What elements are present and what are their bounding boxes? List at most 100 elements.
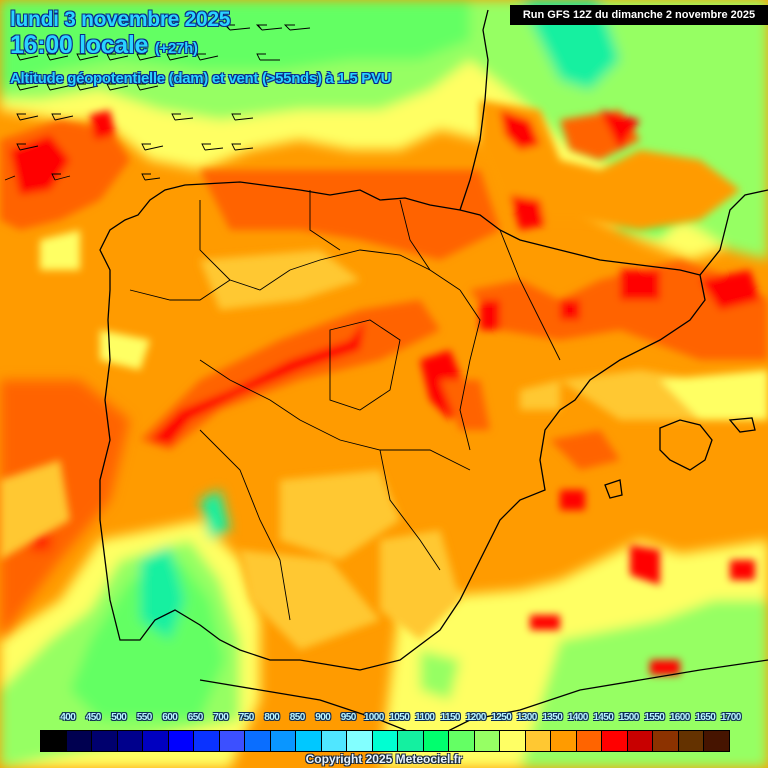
field-central-red: [140, 170, 768, 675]
run-info-badge: Run GFS 12Z du dimanche 2 novembre 2025: [510, 5, 768, 25]
legend-label: 1700: [720, 712, 741, 723]
wind-barb-icon: [201, 143, 224, 151]
legend-swatch: [219, 731, 245, 751]
legend-swatch: [602, 731, 628, 751]
wind-barbs: [4, 24, 311, 181]
wind-barb-icon: [136, 53, 159, 61]
legend-swatch: [704, 731, 729, 751]
wind-barb-icon: [141, 143, 164, 151]
coast-france: [459, 9, 489, 211]
field-central-lightorange: [0, 230, 768, 650]
legend-swatch: [653, 731, 679, 751]
legend-label: 1400: [567, 712, 588, 723]
legend-swatch: [678, 731, 704, 751]
forecast-time: 16:00 locale (+27h): [10, 31, 198, 60]
forecast-offset: (+27h): [154, 40, 198, 57]
legend-label: 600: [162, 712, 178, 723]
wind-barb-icon: [16, 143, 39, 151]
legend-label: 1600: [669, 712, 690, 723]
legend-label: 1550: [644, 712, 665, 723]
wind-barb-icon: [255, 24, 283, 31]
legend-label: 450: [85, 712, 101, 723]
copyright: Copyright 2025 Meteociel.fr: [305, 752, 463, 766]
legend-swatch: [194, 731, 220, 751]
legend-swatch: [551, 731, 577, 751]
legend-label: 750: [238, 712, 254, 723]
coast-gulf-lion: [699, 189, 768, 276]
wind-barb-icon: [46, 53, 69, 61]
legend-swatch: [245, 731, 271, 751]
forecast-date: lundi 3 novembre 2025: [10, 8, 231, 31]
wind-barb-icon: [256, 53, 280, 61]
wind-barb-icon: [166, 53, 189, 61]
coast-iberia: [99, 181, 706, 671]
legend-label: 700: [213, 712, 229, 723]
color-scale-bar: [40, 730, 730, 752]
field-southwest-green: [0, 490, 260, 768]
wind-barb-icon: [16, 83, 39, 91]
wind-barb-icon: [76, 53, 99, 61]
legend-label: 950: [340, 712, 356, 723]
legend-swatch: [66, 731, 92, 751]
wind-barb-icon: [283, 24, 311, 31]
legend-swatch: [168, 731, 194, 751]
legend-label: 550: [136, 712, 152, 723]
legend-label: 1250: [491, 712, 512, 723]
legend-label: 500: [111, 712, 127, 723]
wind-barb-icon: [223, 24, 251, 31]
coastlines: [99, 9, 768, 741]
legend-label: 1500: [618, 712, 639, 723]
wind-barb-icon: [171, 113, 194, 121]
legend-swatch: [474, 731, 500, 751]
legend-label: 1150: [440, 712, 461, 723]
wind-barb-icon: [106, 83, 129, 91]
field-france-orange: [480, 100, 740, 230]
legend-label: 800: [264, 712, 280, 723]
island-menorca: [728, 417, 756, 433]
legend-label: 650: [187, 712, 203, 723]
wind-barb-icon: [16, 53, 39, 61]
region-borders: [129, 190, 561, 621]
legend-label: 1050: [389, 712, 410, 723]
wind-barb-icon: [136, 83, 159, 91]
parameter-description: Altitude géopotentielle (dam) et vent (>…: [10, 70, 392, 87]
legend-label: 850: [289, 712, 305, 723]
legend-label: 1350: [542, 712, 563, 723]
wind-barb-icon: [51, 173, 71, 181]
coast-morocco: [199, 659, 768, 741]
legend-labels: 400 450 500 550 600 650 700 750 800 850 900 950 1000…: [55, 712, 744, 723]
wind-barb-icon: [231, 113, 254, 121]
legend-swatch: [423, 731, 449, 751]
legend-swatch: [576, 731, 602, 751]
wind-barb-icon: [51, 113, 74, 121]
legend-swatch: [347, 731, 373, 751]
legend-swatch: [500, 731, 526, 751]
legend-swatch: [398, 731, 424, 751]
wind-barb-icon: [141, 173, 161, 181]
island-mallorca: [659, 419, 713, 471]
legend-swatch: [270, 731, 296, 751]
legend-label: 1650: [695, 712, 716, 723]
island-ibiza: [604, 479, 623, 499]
legend-swatch: [92, 731, 118, 751]
legend-swatch: [41, 731, 67, 751]
legend-label: 1200: [465, 712, 486, 723]
wind-barb-icon: [4, 175, 16, 181]
legend-label: 1100: [415, 712, 435, 723]
wind-barb-icon: [106, 53, 129, 61]
legend-swatch: [372, 731, 398, 751]
legend-label: 900: [315, 712, 331, 723]
forecast-time-value: 16:00 locale: [10, 31, 149, 59]
field-southeast: [380, 540, 768, 768]
legend-swatch: [296, 731, 322, 751]
legend-label: 1000: [363, 712, 384, 723]
legend-swatch: [321, 731, 347, 751]
legend-label: 1450: [593, 712, 614, 723]
legend-label: 400: [60, 712, 76, 723]
legend-swatch: [117, 731, 143, 751]
legend-swatch: [627, 731, 653, 751]
legend-swatch: [525, 731, 551, 751]
legend-swatch: [449, 731, 475, 751]
wind-barb-icon: [16, 113, 39, 121]
